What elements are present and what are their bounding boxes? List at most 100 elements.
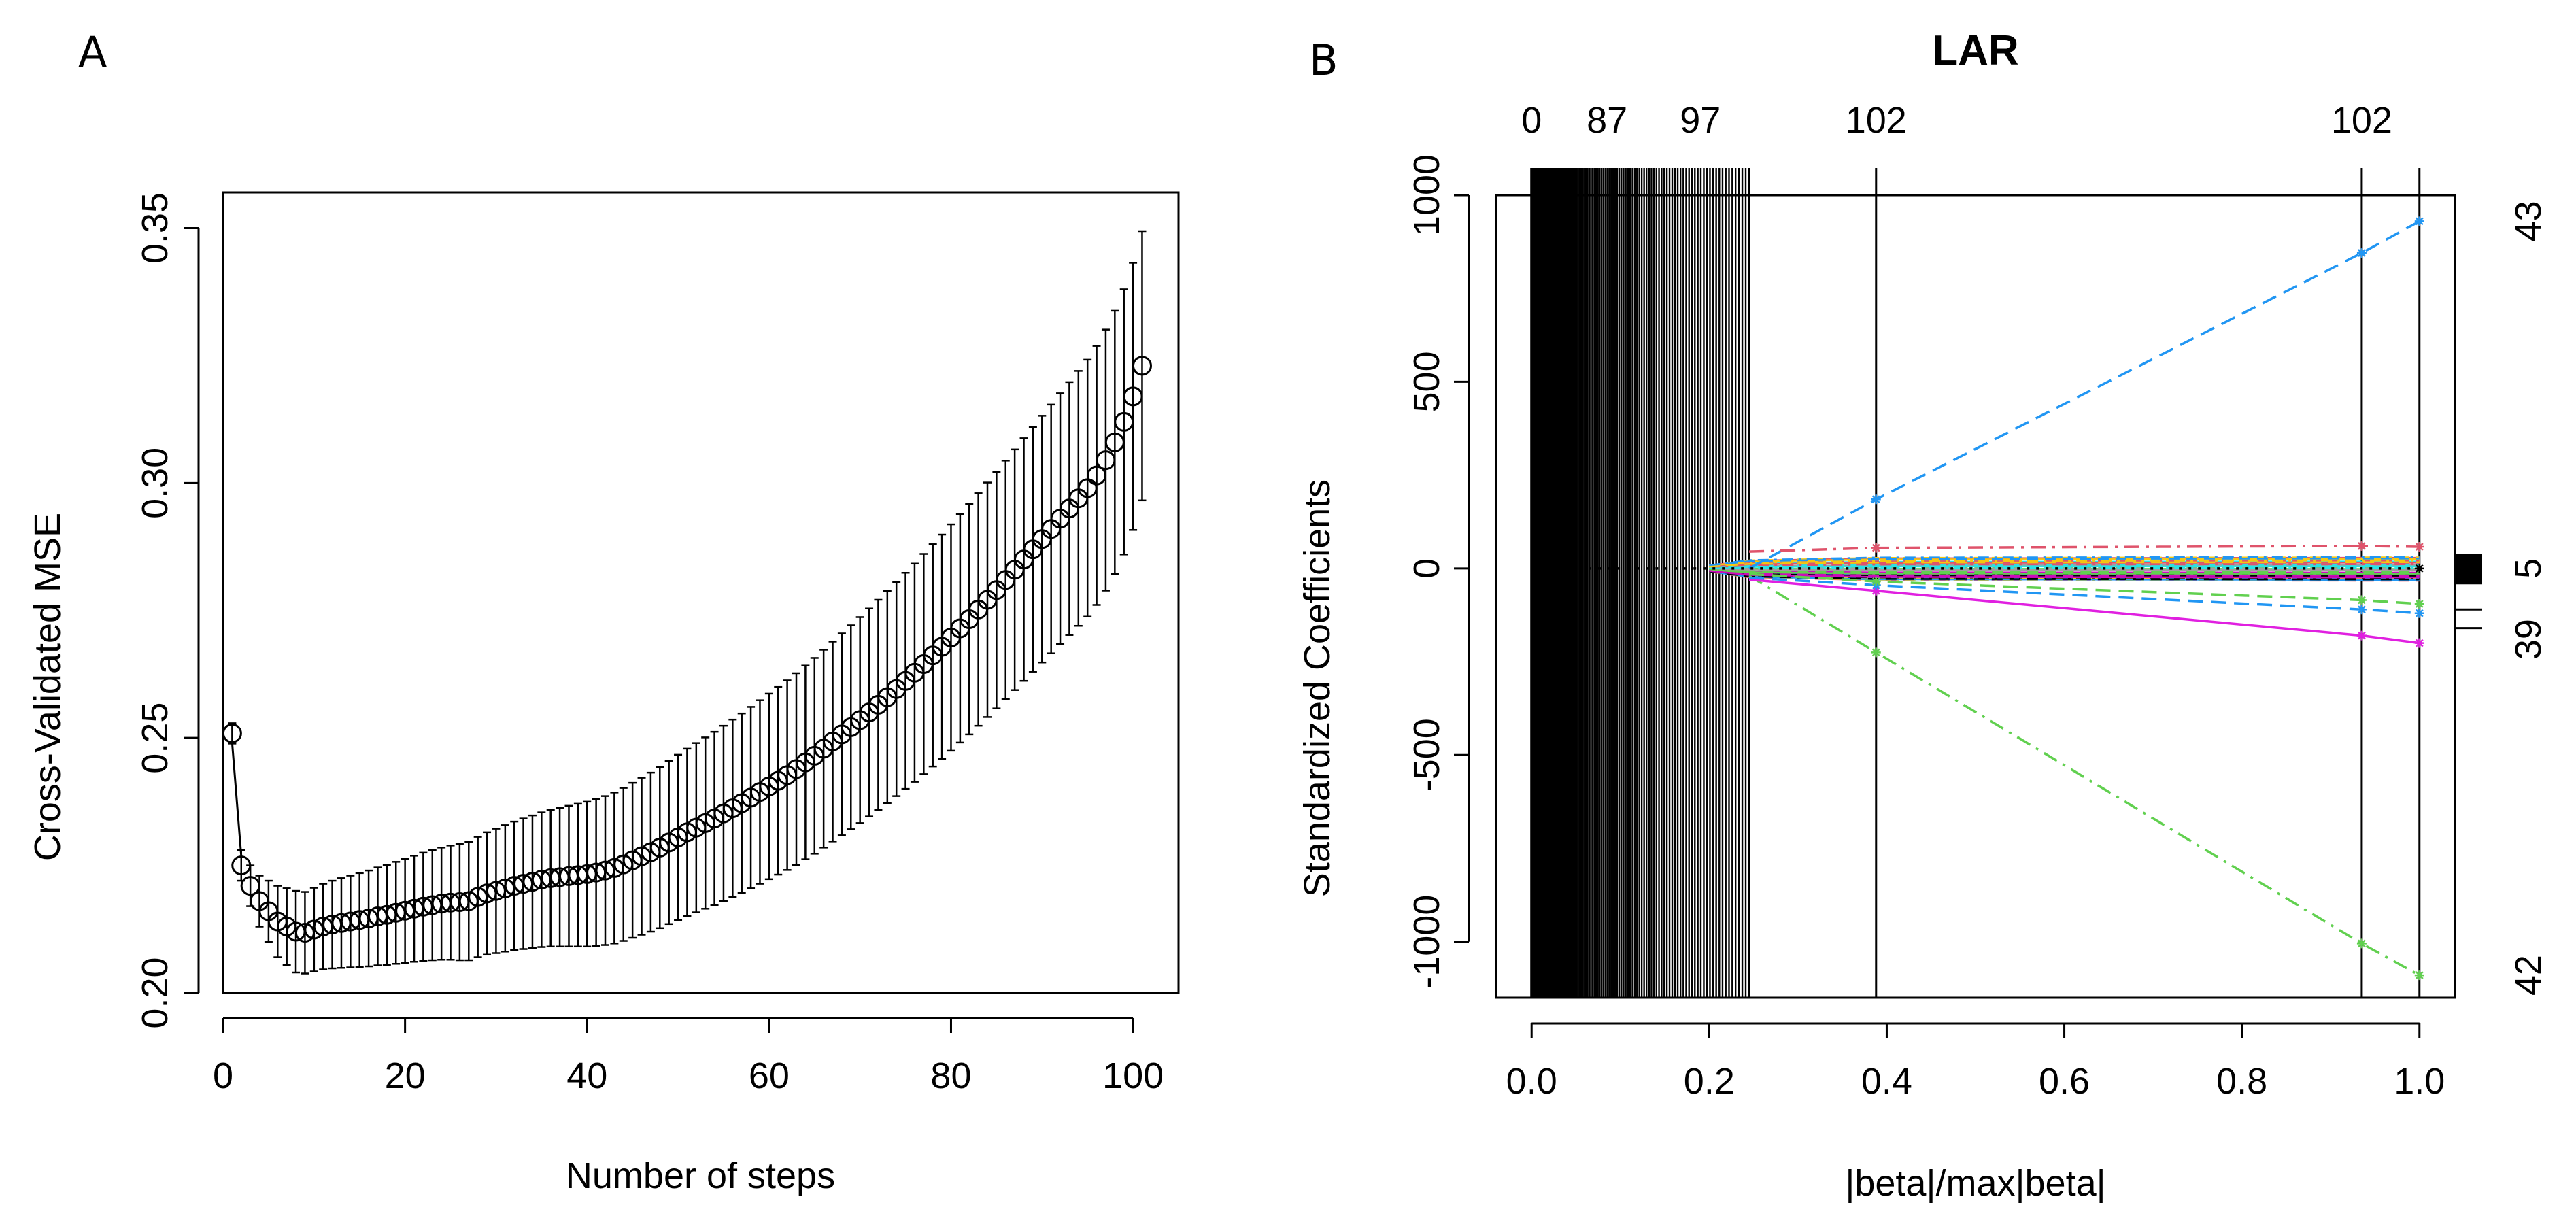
x-tick-label-a: 20 xyxy=(385,1055,426,1096)
axes-b xyxy=(1454,194,2421,1038)
coef-marker xyxy=(2414,638,2424,648)
data-point xyxy=(495,878,515,898)
step-lines-b xyxy=(1530,168,2421,998)
x-tick-label-b: 0.6 xyxy=(2039,1061,2090,1102)
coef-marker xyxy=(2356,630,2367,641)
x-tick-label-b: 0.2 xyxy=(1684,1061,1735,1102)
data-point xyxy=(632,846,652,866)
data-point xyxy=(377,904,397,925)
data-point xyxy=(477,883,497,904)
coef-path-minor xyxy=(1709,558,2420,567)
coef-path-minor xyxy=(1709,556,2420,566)
data-point xyxy=(240,876,260,896)
data-point xyxy=(577,864,597,884)
coef-path xyxy=(1748,576,2420,615)
coef-path-minor xyxy=(1709,561,2420,568)
coef-path xyxy=(1748,220,2420,570)
x-axis-label-b: |beta|/max|beta| xyxy=(1845,1163,2105,1204)
top-tick-label-b: 102 xyxy=(1846,100,1907,141)
data-point xyxy=(367,906,388,927)
data-point xyxy=(313,917,333,937)
y-axis-label-b: Standardized Coefficients xyxy=(1297,479,1338,897)
top-tick-label-b: 0 xyxy=(1521,100,1542,141)
y-tick-labels-b: -1000 -500 0 500 1000 xyxy=(1406,154,1447,989)
data-point xyxy=(1114,411,1134,432)
x-tick-label-a: 60 xyxy=(749,1055,790,1096)
data-point xyxy=(641,842,661,862)
data-point xyxy=(304,919,324,940)
y-axis-label-a: Cross-Validated MSE xyxy=(27,513,68,861)
y-tick-label-b: 1000 xyxy=(1406,154,1447,236)
data-point xyxy=(486,881,506,901)
coef-marker xyxy=(2414,598,2424,609)
coef-marker xyxy=(1871,647,1881,658)
x-tick-label-a: 0 xyxy=(213,1055,233,1096)
coef-marker xyxy=(1871,543,1881,553)
x-axis-label-a: Number of steps xyxy=(566,1155,835,1196)
coef-path xyxy=(1748,573,2420,605)
top-tick-labels-b: 0 87 97 102 102 xyxy=(1521,100,2392,141)
chart-title-b: LAR xyxy=(1932,27,2018,74)
coef-marker xyxy=(1871,494,1881,505)
points-a xyxy=(222,356,1152,943)
x-tick-labels-a: 0 20 40 60 80 100 xyxy=(213,1055,1164,1096)
y-tick-labels-a: 0.20 0.25 0.30 0.35 xyxy=(135,192,175,1029)
data-point xyxy=(1077,478,1098,498)
data-point xyxy=(1104,432,1125,452)
data-point xyxy=(458,891,479,911)
right-tick-label-b: 39 xyxy=(2508,619,2549,660)
x-tick-label-a: 80 xyxy=(930,1055,971,1096)
data-point xyxy=(695,813,715,833)
data-point xyxy=(513,874,534,894)
data-point xyxy=(395,900,416,921)
coef-path xyxy=(1749,545,2420,553)
coef-path-minor xyxy=(1709,563,2420,569)
data-point xyxy=(468,887,488,907)
step-line-dense-block xyxy=(1530,168,1573,998)
coef-marker xyxy=(1871,586,1881,596)
data-point xyxy=(595,860,615,881)
coef-marker xyxy=(2414,563,2424,573)
coef-marker xyxy=(2356,595,2367,605)
top-tick-label-b: 87 xyxy=(1587,100,1627,141)
x-tick-label-b: 0.4 xyxy=(1861,1061,1912,1102)
data-point xyxy=(677,822,697,843)
plot-frame-b xyxy=(1495,194,2456,999)
right-axis-rug-b xyxy=(2455,554,2482,630)
right-tick-label-b: 42 xyxy=(2508,955,2549,996)
coef-path xyxy=(1748,578,2420,645)
data-point xyxy=(404,898,424,919)
coef-marker xyxy=(2414,542,2424,552)
y-tick-label-a: 0.20 xyxy=(135,957,175,1028)
coef-marker xyxy=(2356,605,2367,615)
coef-paths-b xyxy=(1531,216,2424,981)
coef-path-minor xyxy=(1709,568,2420,571)
plot-frame-a xyxy=(222,191,1180,994)
data-point xyxy=(622,850,643,870)
right-tick-labels-b: 43 5 39 42 xyxy=(2508,201,2549,996)
coef-path-minor xyxy=(1709,565,2420,569)
coef-path xyxy=(1748,575,2420,977)
y-tick-label-a: 0.25 xyxy=(135,702,175,774)
axes-a xyxy=(184,226,1134,1033)
data-point xyxy=(522,872,543,892)
x-tick-label-a: 100 xyxy=(1102,1055,1164,1096)
data-point xyxy=(358,909,379,929)
data-point xyxy=(294,923,315,943)
coef-marker xyxy=(2414,970,2424,981)
coef-marker xyxy=(2356,938,2367,949)
data-point xyxy=(1123,386,1143,407)
x-tick-label-b: 0.0 xyxy=(1506,1061,1557,1102)
y-tick-label-b: 0 xyxy=(1406,558,1447,579)
data-point xyxy=(450,892,470,913)
coef-path-minor xyxy=(1709,560,2420,567)
right-tick-label-b: 5 xyxy=(2508,558,2549,579)
right-tick-label-b: 43 xyxy=(2508,201,2549,241)
data-point xyxy=(604,858,624,878)
top-tick-label-b: 97 xyxy=(1680,100,1721,141)
coef-marker xyxy=(1871,577,1881,587)
chart-b: 0.0 0.2 0.4 0.6 0.8 1.0 -1000 -500 0 500 1000 0 87… xyxy=(1297,27,2549,1204)
coef-path-minor xyxy=(1709,569,2420,575)
data-point xyxy=(613,854,634,875)
